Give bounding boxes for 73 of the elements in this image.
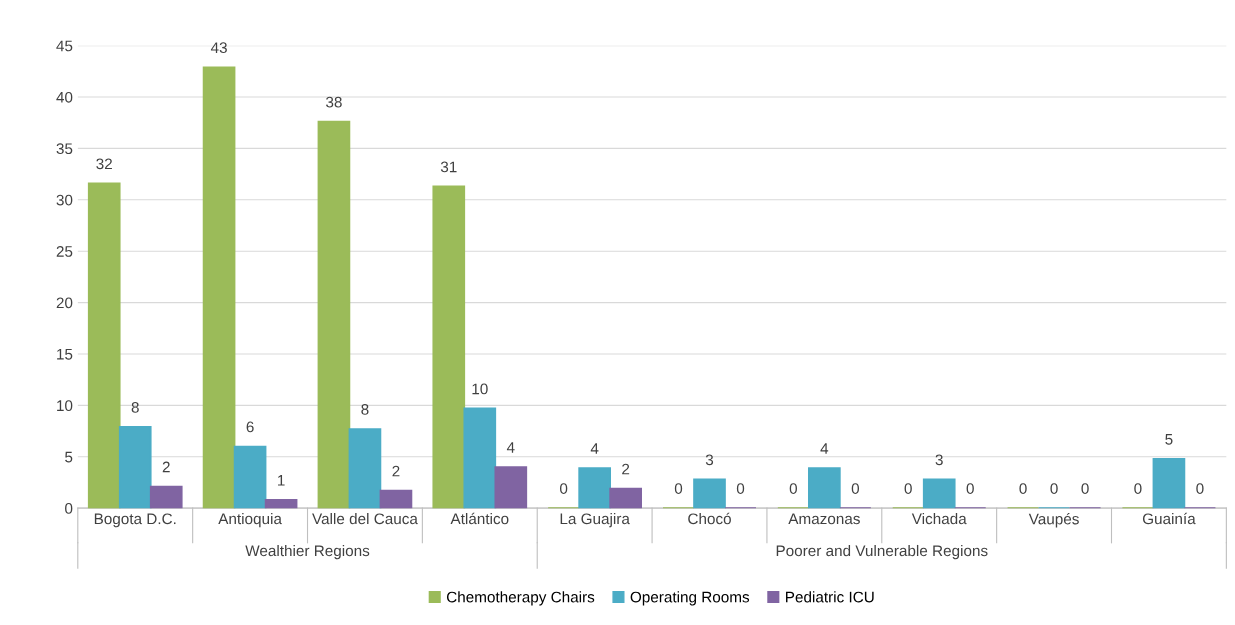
bar [463, 407, 497, 509]
y-tick-label: 10 [57, 400, 73, 412]
bar [264, 499, 298, 509]
data-label: 3 [935, 454, 943, 466]
x-tick-label: Vichada [911, 512, 967, 525]
data-label: 4 [820, 443, 829, 454]
data-label: 32 [96, 158, 112, 170]
text: Poorer and Vulnerable Regions [776, 544, 988, 560]
bar [922, 478, 956, 509]
bar [494, 466, 528, 509]
bar [578, 467, 611, 509]
y-tick-label: 20 [56, 297, 73, 309]
x-tick-label: La Guajira [560, 512, 630, 528]
x-tick-label: Guainía [1142, 512, 1196, 525]
data-label: 8 [131, 401, 139, 413]
data-label: 8 [361, 404, 369, 415]
data-label: 4 [590, 443, 599, 454]
data-label: 31 [440, 161, 457, 173]
data-label: 0 [966, 483, 974, 494]
x-tick-label: Chocó [688, 512, 731, 525]
y-tick-label: 35 [56, 143, 73, 155]
bar [317, 120, 351, 509]
bar [808, 467, 841, 509]
bar [348, 428, 382, 509]
data-label: 1 [278, 475, 285, 486]
data-label: 2 [162, 461, 170, 473]
data-label: 0 [1081, 483, 1089, 494]
data-label: 0 [1196, 483, 1204, 494]
data-label: 0 [1050, 483, 1058, 494]
y-tick-label: 0 [65, 502, 73, 514]
data-label: 2 [392, 465, 400, 477]
y-tick-label: 30 [56, 194, 73, 206]
data-label: 43 [210, 42, 227, 54]
data-label: 10 [472, 383, 488, 395]
data-label: 0 [1134, 483, 1142, 494]
data-label: 6 [246, 421, 254, 433]
data-label: 38 [326, 96, 342, 108]
x-tick-label: Amazonas [788, 513, 860, 525]
legend-label: Pediatric ICU [786, 591, 874, 603]
y-tick-label: 25 [56, 246, 73, 257]
x-tick-label: Atlántico [450, 512, 509, 525]
data-label: 3 [705, 454, 714, 466]
x-tick-label: Bogota D.C. [94, 513, 176, 528]
bar [1152, 457, 1186, 509]
bar [693, 478, 726, 509]
data-label: 0 [904, 483, 912, 494]
bar [202, 66, 236, 509]
data-label: 5 [1165, 434, 1173, 445]
bar [87, 182, 121, 509]
data-label: 0 [851, 483, 860, 494]
bar [432, 185, 466, 509]
data-label: 0 [789, 483, 797, 494]
data-label: 0 [674, 483, 683, 494]
bar [149, 485, 183, 509]
y-tick-label: 40 [56, 91, 73, 103]
bar [233, 445, 267, 509]
x-tick-label: Valle del Cauca [312, 512, 418, 525]
y-tick-label: 5 [65, 451, 73, 463]
data-label: 0 [736, 483, 745, 494]
bar [118, 426, 152, 509]
data-label: 2 [622, 463, 630, 475]
legend-label: Operating Rooms [630, 591, 750, 606]
data-label: 4 [506, 442, 515, 453]
legend-label: Chemotherapy Chairs [446, 591, 595, 606]
data-label: 0 [559, 483, 568, 494]
bar [609, 487, 643, 509]
data-label: 0 [1019, 483, 1027, 494]
x-tick-label: Antioquia [218, 512, 282, 528]
bar [379, 489, 413, 509]
y-tick-label: 15 [57, 348, 73, 360]
y-tick-label: 45 [56, 40, 73, 52]
x-tick-label: Vaupés [1028, 512, 1079, 528]
text: Wealthier Regions [245, 544, 370, 560]
